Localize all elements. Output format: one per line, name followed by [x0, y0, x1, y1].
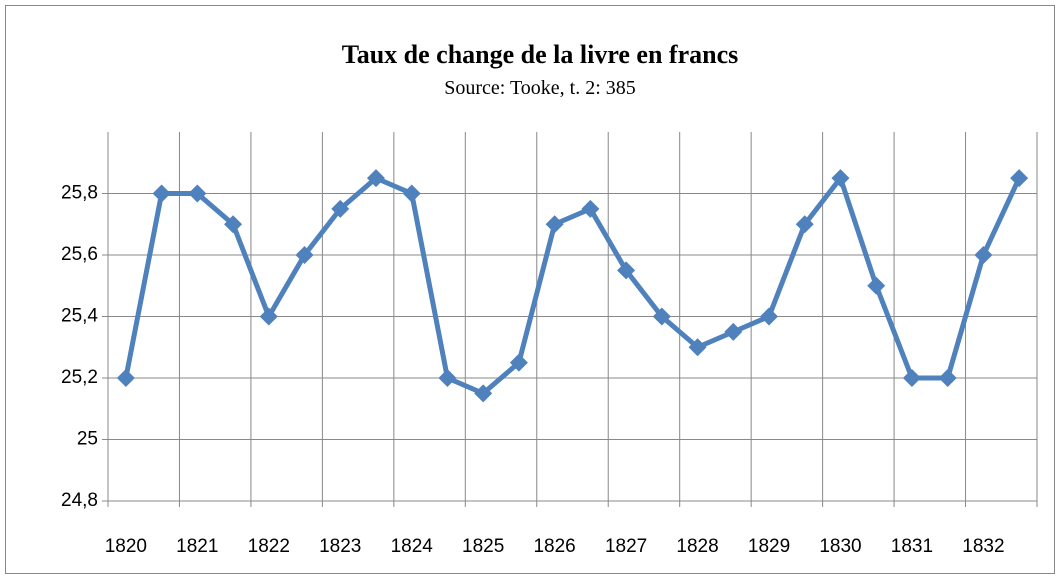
x-tick-label: 1820: [105, 536, 147, 557]
line: [123, 175, 1022, 396]
marker: [259, 307, 278, 326]
marker: [974, 246, 993, 264]
marker: [366, 169, 385, 188]
x-tick-label: 1830: [819, 536, 861, 557]
marker: [402, 184, 421, 203]
x-tick-label: 1832: [962, 536, 1004, 557]
marker: [545, 215, 564, 234]
chart-title: Taux de change de la livre en francs: [342, 40, 739, 69]
x-tick-label: 1822: [248, 536, 290, 557]
x-tick-label: 1828: [676, 536, 718, 557]
x-tick-label: 1823: [319, 536, 361, 557]
x-tick-label: 1827: [605, 536, 647, 557]
y-tick-label: 25,4: [61, 306, 98, 327]
x-tick-label: 1826: [533, 536, 575, 557]
marker: [581, 199, 600, 218]
y-tick-label: 24,8: [61, 490, 98, 511]
marker: [652, 307, 671, 326]
marker: [474, 384, 493, 403]
x-tick-label: 1829: [748, 536, 790, 557]
marker: [438, 369, 457, 387]
y-tick-label: 25: [77, 429, 98, 450]
marker: [116, 369, 135, 387]
marker: [224, 215, 243, 234]
marker: [938, 369, 957, 387]
x-tick-label: 1825: [462, 536, 504, 557]
marker: [1010, 169, 1029, 188]
chart-subtitle: Source: Tooke, t. 2: 385: [444, 77, 636, 99]
marker: [188, 184, 207, 203]
y-tick-label: 25,6: [61, 244, 98, 265]
x-tick-label: 1824: [391, 536, 434, 557]
marker: [867, 276, 886, 295]
marker: [760, 307, 779, 326]
marker: [295, 246, 314, 264]
marker: [724, 322, 743, 341]
y-tick-label: 25,8: [61, 183, 98, 204]
y-tick-label: 25,2: [61, 367, 98, 388]
marker: [331, 199, 350, 218]
marker: [831, 169, 850, 188]
marker: [152, 184, 171, 203]
marker: [688, 338, 707, 357]
marker: [902, 369, 921, 387]
x-tick-label: 1831: [891, 536, 933, 557]
marker: [795, 215, 814, 234]
marker: [617, 261, 636, 280]
x-tick-label: 1821: [176, 536, 218, 557]
marker: [509, 353, 528, 372]
